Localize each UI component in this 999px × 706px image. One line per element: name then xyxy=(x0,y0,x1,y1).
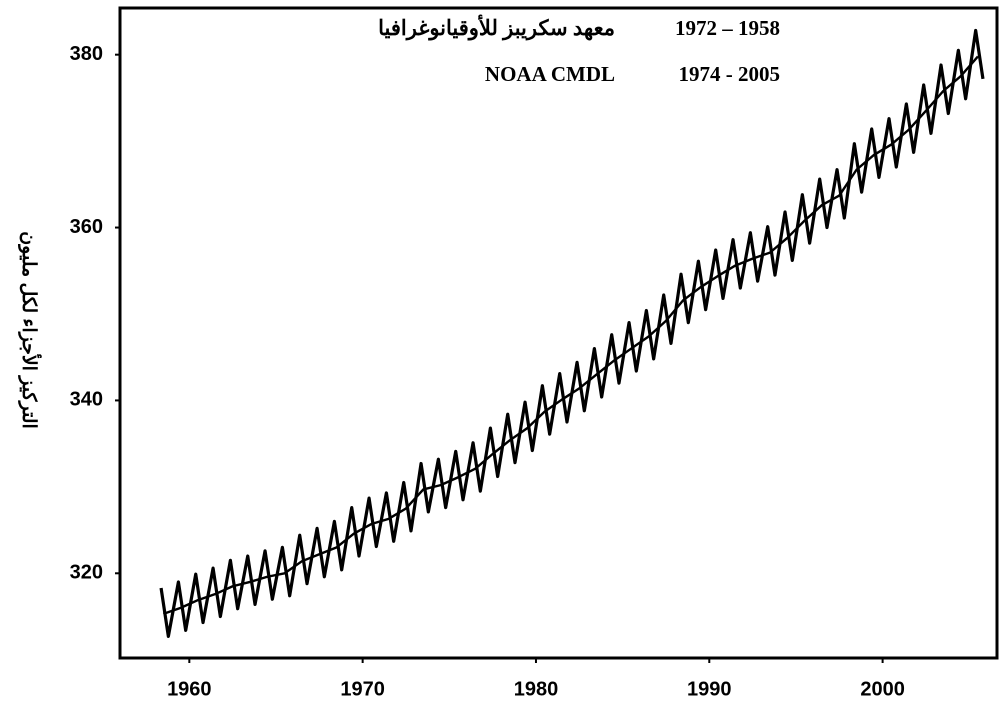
y-tick-label: 360 xyxy=(70,216,103,238)
x-tick-label: 1990 xyxy=(687,678,732,700)
y-tick-label: 340 xyxy=(70,389,103,411)
x-tick-label: 1960 xyxy=(167,678,212,700)
x-tick-label: 1980 xyxy=(514,678,559,700)
plot-frame xyxy=(118,6,999,660)
x-tick-label: 2000 xyxy=(860,678,905,700)
annotation-years: 1972 – 1958 xyxy=(675,16,780,40)
annotation-source: معهد سكريبز للأوقيانوغرافيا xyxy=(378,14,615,41)
annotation-source: NOAA CMDL xyxy=(485,62,615,86)
data-line xyxy=(159,28,985,638)
data-line xyxy=(162,55,979,616)
y-tick-label: 320 xyxy=(70,562,103,584)
annotation-years: 1974 - 2005 xyxy=(679,62,781,86)
y-axis-label: التركيز الأجزاء لكل مليون xyxy=(18,231,42,429)
x-tick-label: 1970 xyxy=(340,678,385,700)
y-tick-label: 380 xyxy=(70,43,103,65)
